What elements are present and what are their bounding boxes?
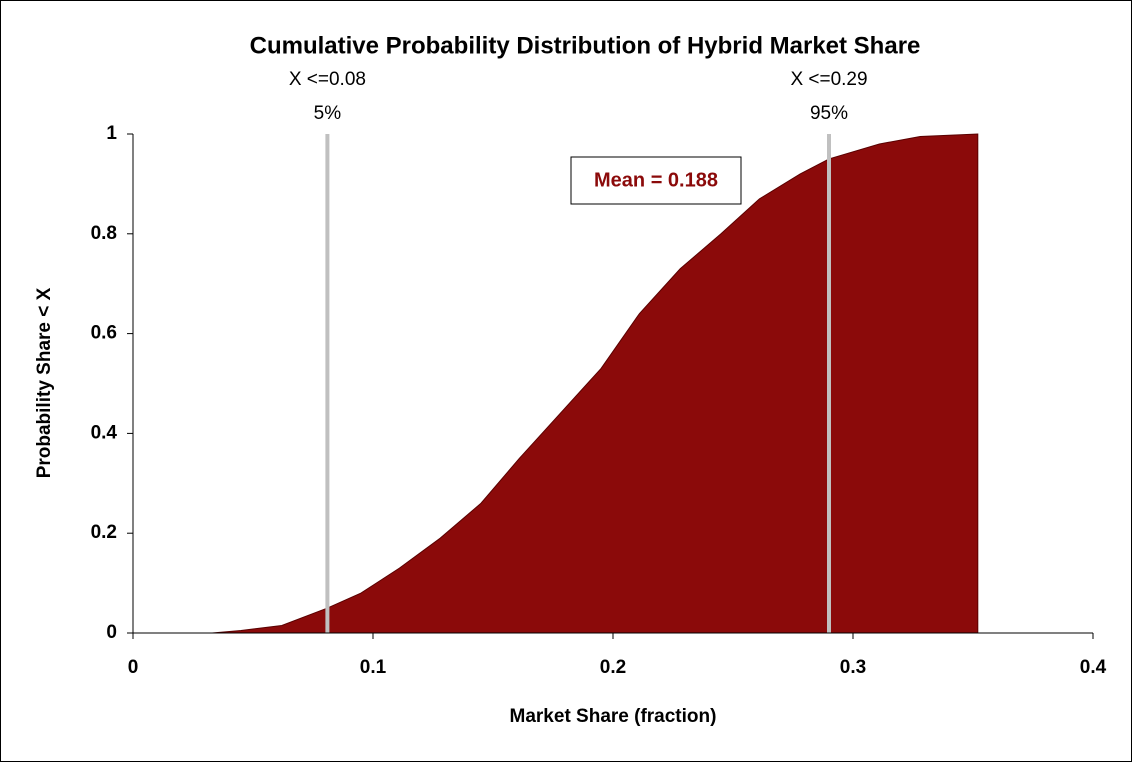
marker-label: X <=0.29 [790, 69, 867, 90]
x-tick-label: 0.3 [840, 657, 866, 678]
annotation-box [570, 156, 742, 205]
y-tick-label: 1 [106, 123, 117, 144]
y-tick-label: 0.2 [91, 522, 117, 543]
marker-label: X <=0.08 [289, 69, 366, 90]
y-tick-label: 0.8 [91, 223, 117, 244]
x-tick-label: 0.4 [1080, 657, 1107, 678]
annotation: Mean = 0.188 [594, 169, 718, 191]
x-tick-label: 0 [128, 657, 139, 678]
y-axis-label: Probability Share < X [34, 287, 55, 478]
y-tick-label: 0 [106, 622, 117, 643]
marker-percent: 5% [314, 103, 342, 124]
chart-title: Cumulative Probability Distribution of H… [250, 32, 921, 59]
y-tick-label: 0.4 [91, 422, 118, 443]
x-tick-label: 0.1 [360, 657, 387, 678]
area [212, 133, 979, 634]
x-tick-label: 0.2 [600, 657, 626, 678]
marker-percent: 95% [810, 103, 848, 124]
y-tick-label: 0.6 [91, 323, 117, 344]
x-axis-label: Market Share (fraction) [510, 706, 717, 727]
